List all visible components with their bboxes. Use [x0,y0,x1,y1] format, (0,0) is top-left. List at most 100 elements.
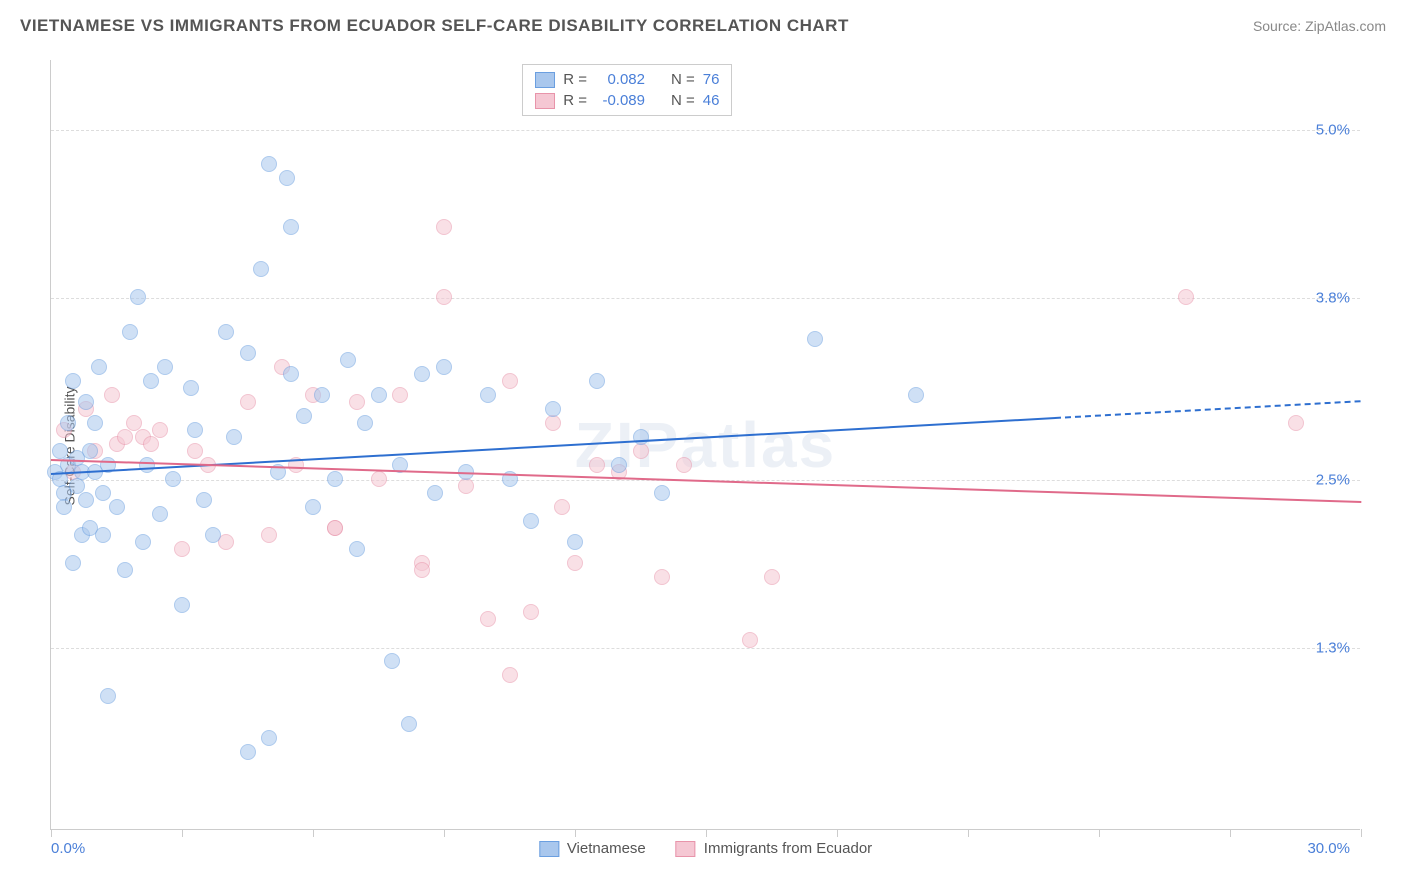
scatter-point [240,345,256,361]
scatter-point [1288,415,1304,431]
scatter-point [143,436,159,452]
scatter-point [279,170,295,186]
scatter-point [187,422,203,438]
scatter-point [240,394,256,410]
scatter-point [545,401,561,417]
scatter-point [384,653,400,669]
scatter-point [480,387,496,403]
n-value-a: 76 [703,71,720,88]
scatter-point [183,380,199,396]
x-tick [1361,829,1362,837]
scatter-point [611,457,627,473]
scatter-point [187,443,203,459]
scatter-point [314,387,330,403]
scatter-point [742,632,758,648]
scatter-point [392,387,408,403]
gridline [51,298,1360,299]
legend-swatch-b-bottom [676,841,696,857]
scatter-point [1178,289,1194,305]
n-label: N = [671,92,695,109]
scatter-point [283,366,299,382]
n-label: N = [671,71,695,88]
scatter-point [502,373,518,389]
legend-swatch-b [535,93,555,109]
r-value-a: 0.082 [595,71,645,88]
legend-row-series-b: R = -0.089 N = 46 [535,90,719,111]
scatter-point [109,499,125,515]
scatter-point [95,527,111,543]
x-tick [51,829,52,837]
scatter-point [205,527,221,543]
x-tick [444,829,445,837]
x-tick [837,829,838,837]
gridline [51,648,1360,649]
scatter-point [436,359,452,375]
x-tick [182,829,183,837]
x-tick [706,829,707,837]
scatter-point [502,667,518,683]
scatter-point [523,604,539,620]
legend-swatch-a-bottom [539,841,559,857]
x-tick [575,829,576,837]
gridline [51,130,1360,131]
scatter-point [130,289,146,305]
scatter-point [261,527,277,543]
scatter-point [240,744,256,760]
scatter-point [261,730,277,746]
scatter-point [371,471,387,487]
n-value-b: 46 [703,92,720,109]
scatter-point [340,352,356,368]
scatter-point [436,289,452,305]
scatter-point [545,415,561,431]
scatter-point [78,492,94,508]
r-value-b: -0.089 [595,92,645,109]
scatter-point [283,219,299,235]
r-label: R = [563,92,587,109]
scatter-point [174,541,190,557]
scatter-point [480,611,496,627]
scatter-point [143,373,159,389]
scatter-point [589,457,605,473]
scatter-point [567,534,583,550]
chart-title: VIETNAMESE VS IMMIGRANTS FROM ECUADOR SE… [20,16,849,36]
scatter-point [60,415,76,431]
source-label: Source: ZipAtlas.com [1253,18,1386,34]
x-tick [968,829,969,837]
scatter-point [152,422,168,438]
regression-line [51,459,1361,503]
scatter-point [56,499,72,515]
scatter-point [157,359,173,375]
scatter-point [589,373,605,389]
scatter-point [82,443,98,459]
scatter-point [349,541,365,557]
scatter-point [414,366,430,382]
scatter-point [196,492,212,508]
scatter-point [261,156,277,172]
scatter-point [327,520,343,536]
y-tick-label: 5.0% [1316,122,1350,139]
y-tick-label: 2.5% [1316,472,1350,489]
scatter-point [764,569,780,585]
series-b-label: Immigrants from Ecuador [704,840,872,857]
scatter-point [414,562,430,578]
y-tick-label: 3.8% [1316,290,1350,307]
scatter-point [65,555,81,571]
legend-item-a: Vietnamese [539,840,646,857]
scatter-point [305,499,321,515]
scatter-point [95,485,111,501]
series-a-label: Vietnamese [567,840,646,857]
scatter-point [122,324,138,340]
scatter-point [253,261,269,277]
legend-item-b: Immigrants from Ecuador [676,840,872,857]
series-legend: Vietnamese Immigrants from Ecuador [539,840,872,857]
x-start-label: 0.0% [51,840,85,857]
scatter-point [65,373,81,389]
scatter-point [436,219,452,235]
scatter-point [87,415,103,431]
scatter-point [676,457,692,473]
scatter-point [567,555,583,571]
scatter-point [554,499,570,515]
scatter-point [357,415,373,431]
scatter-point [654,569,670,585]
scatter-point [226,429,242,445]
